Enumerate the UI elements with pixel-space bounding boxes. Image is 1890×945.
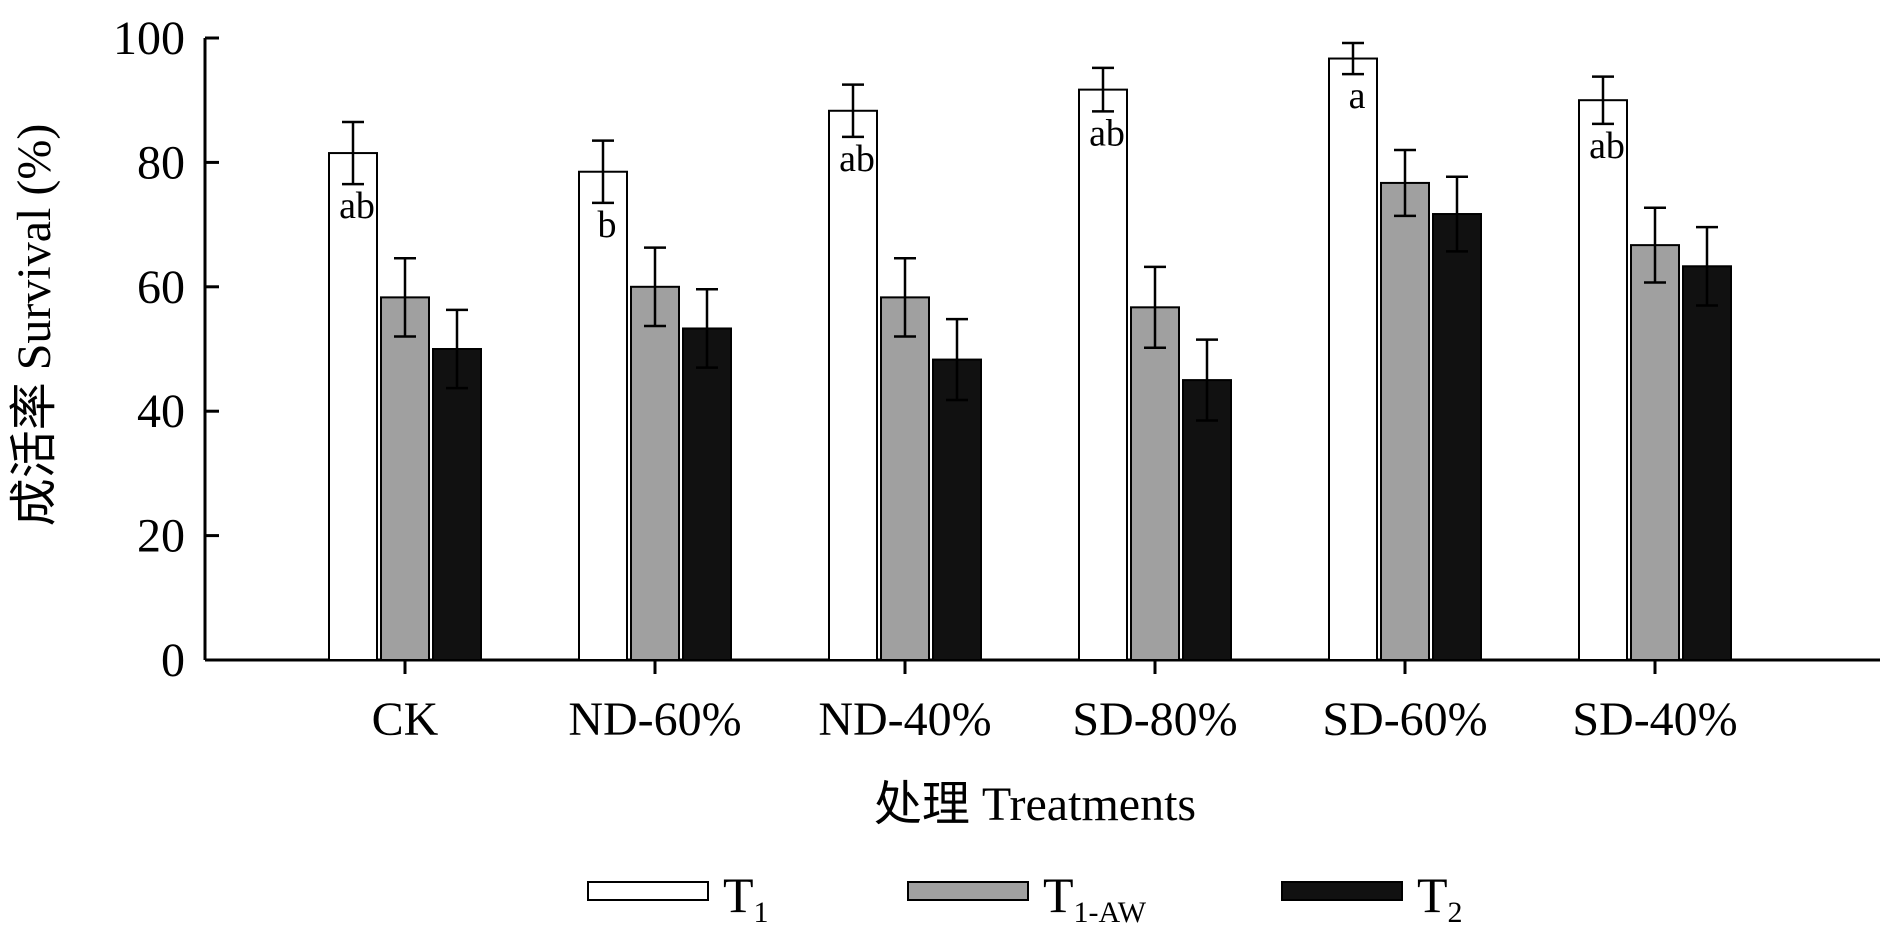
- legend-label-t2: T2: [1417, 867, 1463, 929]
- x-tick-label: SD-80%: [1072, 693, 1237, 746]
- legend-label-main: T: [1043, 867, 1074, 923]
- bar-t1-aw-nd-60pct: [630, 285, 680, 661]
- bar-t2-ck: [432, 348, 482, 661]
- bar-t2-nd-60pct: [682, 327, 732, 661]
- bar-t2-sd-80pct: [1182, 379, 1232, 661]
- y-tick-label: 0: [161, 634, 185, 687]
- significance-label: ab: [839, 138, 875, 180]
- bars: [328, 41, 1732, 662]
- bar-t1-aw-sd-80pct: [1130, 306, 1180, 661]
- legend-label-subscript: 1-AW: [1074, 896, 1147, 929]
- legend-label-t1-aw: T1-AW: [1043, 867, 1147, 929]
- axes: 0 20 40 60 80 100: [113, 12, 1880, 687]
- y-tick-label: 80: [137, 136, 185, 189]
- significance-label: ab: [339, 185, 375, 227]
- x-tick-label: ND-40%: [818, 693, 991, 746]
- bar-t1-ck: [328, 152, 378, 661]
- bar-t1-sd-40pct: [1578, 99, 1628, 661]
- legend-label-main: T: [723, 867, 754, 923]
- y-tick-label: 40: [137, 385, 185, 438]
- y-tick-label: 100: [113, 12, 185, 65]
- y-tick-label: 20: [137, 510, 185, 563]
- legend: T1 T1-AW T2: [587, 867, 1463, 929]
- bar-t2-sd-60pct: [1432, 213, 1482, 661]
- significance-label: ab: [1089, 112, 1125, 154]
- bar-t2-sd-40pct: [1682, 265, 1732, 661]
- legend-label-t1: T1: [723, 867, 769, 929]
- bar-t1-aw-nd-40pct: [880, 296, 930, 661]
- x-tick-label: CK: [372, 693, 439, 746]
- legend-swatch-t1-aw: [907, 881, 1029, 901]
- y-axis-title: 成活率 Survival (%): [8, 124, 61, 527]
- x-axis-title: 处理 Treatments: [874, 778, 1196, 831]
- bar-t2-nd-40pct: [932, 358, 982, 661]
- legend-swatch-t1: [587, 881, 709, 901]
- x-tick-label: ND-60%: [568, 693, 741, 746]
- significance-label: ab: [1589, 125, 1625, 167]
- legend-label-subscript: 1: [754, 896, 769, 929]
- labels: CK ab ND-60% b ND-40% ab SD-80% ab SD-60% a SD-40%…: [339, 75, 1738, 746]
- legend-swatch-t2: [1281, 881, 1403, 901]
- significance-label: b: [598, 204, 617, 246]
- bar-t1-sd-80pct: [1078, 88, 1128, 662]
- bar-t1-aw-ck: [380, 296, 430, 661]
- legend-label-subscript: 2: [1448, 896, 1463, 929]
- x-tick-label: SD-60%: [1322, 693, 1487, 746]
- bar-t1-sd-60pct: [1328, 57, 1378, 661]
- bar-t1-nd-40pct: [828, 109, 878, 662]
- x-tick-label: SD-40%: [1572, 693, 1737, 746]
- bar-t1-aw-sd-60pct: [1380, 181, 1430, 661]
- y-tick-label: 60: [137, 261, 185, 314]
- legend-label-main: T: [1417, 867, 1448, 923]
- bar-t1-aw-sd-40pct: [1630, 244, 1680, 661]
- significance-label: a: [1349, 75, 1366, 117]
